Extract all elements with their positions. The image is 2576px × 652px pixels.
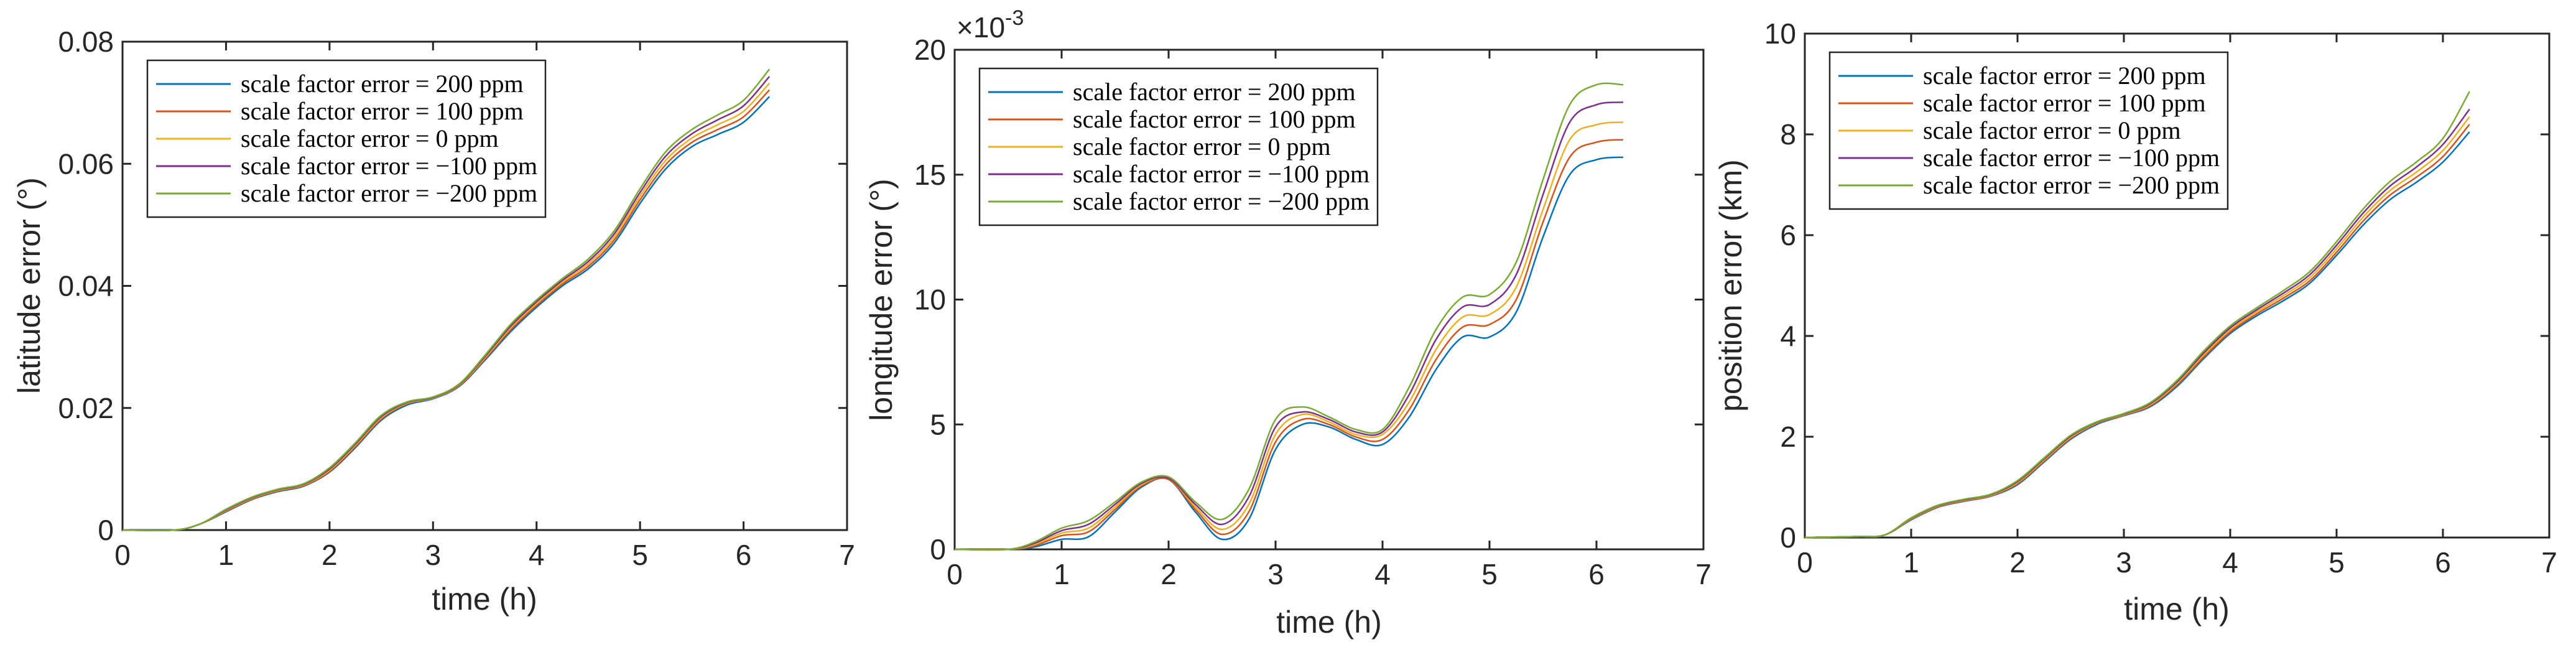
legend-label: scale factor error = −100 ppm: [241, 152, 537, 180]
y-tick-label: 0.06: [58, 147, 114, 180]
x-tick-label: 5: [2328, 546, 2345, 579]
x-tick-label: 3: [1267, 558, 1284, 590]
x-tick-label: 1: [218, 539, 234, 571]
x-tick-label: 6: [2435, 546, 2451, 579]
tick-group: 0 1 2 3 4 5 6 7 0 5 10 15 20: [914, 34, 1712, 590]
y-tick-label: 15: [914, 159, 946, 191]
y-tick-label: 10: [1764, 17, 1796, 50]
x-tick-label: 7: [1695, 558, 1712, 590]
x-tick-label: 4: [2222, 546, 2238, 579]
legend-label: scale factor error = 0 ppm: [1923, 116, 2181, 144]
series-line: [954, 156, 1624, 551]
series-line: [1804, 91, 2470, 539]
series-line: [954, 82, 1624, 551]
legend-label: scale factor error = −200 ppm: [1073, 187, 1369, 215]
x-tick-label: 4: [1374, 558, 1391, 590]
legend-label: scale factor error = −200 ppm: [1923, 171, 2220, 199]
tick-group: 0 1 2 3 4 5 6 7 0 0.02 0.04 0.06 0.08: [58, 26, 855, 571]
x-tick-label: 3: [2116, 546, 2132, 579]
y-tick-label: 0: [1780, 521, 1796, 554]
x-tick-label: 4: [529, 539, 545, 571]
x-tick-label: 1: [1903, 546, 1919, 579]
tick-group: 0 1 2 3 4 5 6 7 0 2 4 6 8 10: [1764, 17, 2557, 579]
legend-label: scale factor error = 100 ppm: [1923, 89, 2206, 117]
legend-label: scale factor error = 200 ppm: [1923, 62, 2206, 90]
x-tick-label: 6: [1588, 558, 1605, 590]
legend-label: scale factor error = 0 ppm: [1073, 133, 1331, 161]
y-exponent-base: ×10: [957, 11, 1005, 44]
x-tick-label: 2: [1161, 558, 1177, 590]
y-tick-label: 2: [1780, 421, 1796, 453]
chart-panel-latitude: 0 1 2 3 4 5 6 7 0 0.02 0.04 0.06 0.08 time (h) latit…: [12, 26, 855, 617]
x-tick-label: 0: [947, 558, 963, 590]
legend-label: scale factor error = −200 ppm: [241, 179, 537, 207]
y-tick-label: 5: [930, 408, 946, 440]
legend-label: scale factor error = 100 ppm: [241, 97, 524, 125]
series-group: [1804, 91, 2470, 539]
y-axis-label: longitude error (°): [864, 179, 899, 421]
x-tick-label: 6: [736, 539, 752, 571]
y-tick-label: 6: [1780, 219, 1796, 251]
y-tick-label: 0.04: [58, 270, 114, 302]
y-axis-label: latitude error (°): [12, 177, 47, 394]
series-line: [954, 139, 1624, 551]
legend-label: scale factor error = 0 ppm: [241, 124, 499, 152]
y-tick-label: 0.08: [58, 26, 114, 58]
chart-panel-position: 0 1 2 3 4 5 6 7 0 2 4 6 8 10 time (h) position error …: [1713, 17, 2557, 626]
legend-label: scale factor error = −100 ppm: [1923, 144, 2220, 172]
x-tick-label: 0: [1797, 546, 1813, 579]
x-tick-label: 5: [1481, 558, 1498, 590]
x-axis-label: time (h): [432, 582, 537, 617]
y-tick-label: 0: [930, 533, 946, 566]
chart-panel-longitude: 0 1 2 3 4 5 6 7 0 5 10 15 20 ×10-3 time (h) longitud…: [864, 6, 1712, 640]
x-tick-label: 7: [2541, 546, 2557, 579]
y-axis-label: position error (km): [1713, 159, 1748, 412]
x-tick-label: 1: [1054, 558, 1070, 590]
y-tick-label: 8: [1780, 118, 1796, 151]
series-line: [954, 121, 1624, 551]
y-tick-label: 0: [98, 514, 114, 546]
y-tick-label: 4: [1780, 320, 1796, 352]
x-axis-label: time (h): [2124, 592, 2229, 626]
x-tick-label: 0: [114, 539, 131, 571]
series-group: [122, 68, 771, 531]
series-line: [122, 68, 771, 531]
legend-label: scale factor error = 200 ppm: [1073, 78, 1356, 106]
x-tick-label: 5: [632, 539, 648, 571]
legend-label: scale factor error = −100 ppm: [1073, 160, 1369, 188]
x-tick-label: 3: [425, 539, 441, 571]
y-tick-label: 10: [914, 284, 946, 316]
x-tick-label: 7: [839, 539, 855, 571]
y-tick-label: 20: [914, 34, 946, 66]
y-exponent-label: ×10-3: [957, 6, 1024, 44]
y-exponent-power: -3: [1005, 6, 1024, 30]
x-tick-label: 2: [2009, 546, 2026, 579]
series-group: [954, 82, 1624, 551]
x-axis-label: time (h): [1276, 605, 1381, 640]
legend-label: scale factor error = 200 ppm: [241, 70, 524, 98]
x-tick-label: 2: [322, 539, 338, 571]
series-line: [954, 101, 1624, 551]
y-tick-label: 0.02: [58, 392, 114, 424]
legend-label: scale factor error = 100 ppm: [1073, 105, 1356, 133]
